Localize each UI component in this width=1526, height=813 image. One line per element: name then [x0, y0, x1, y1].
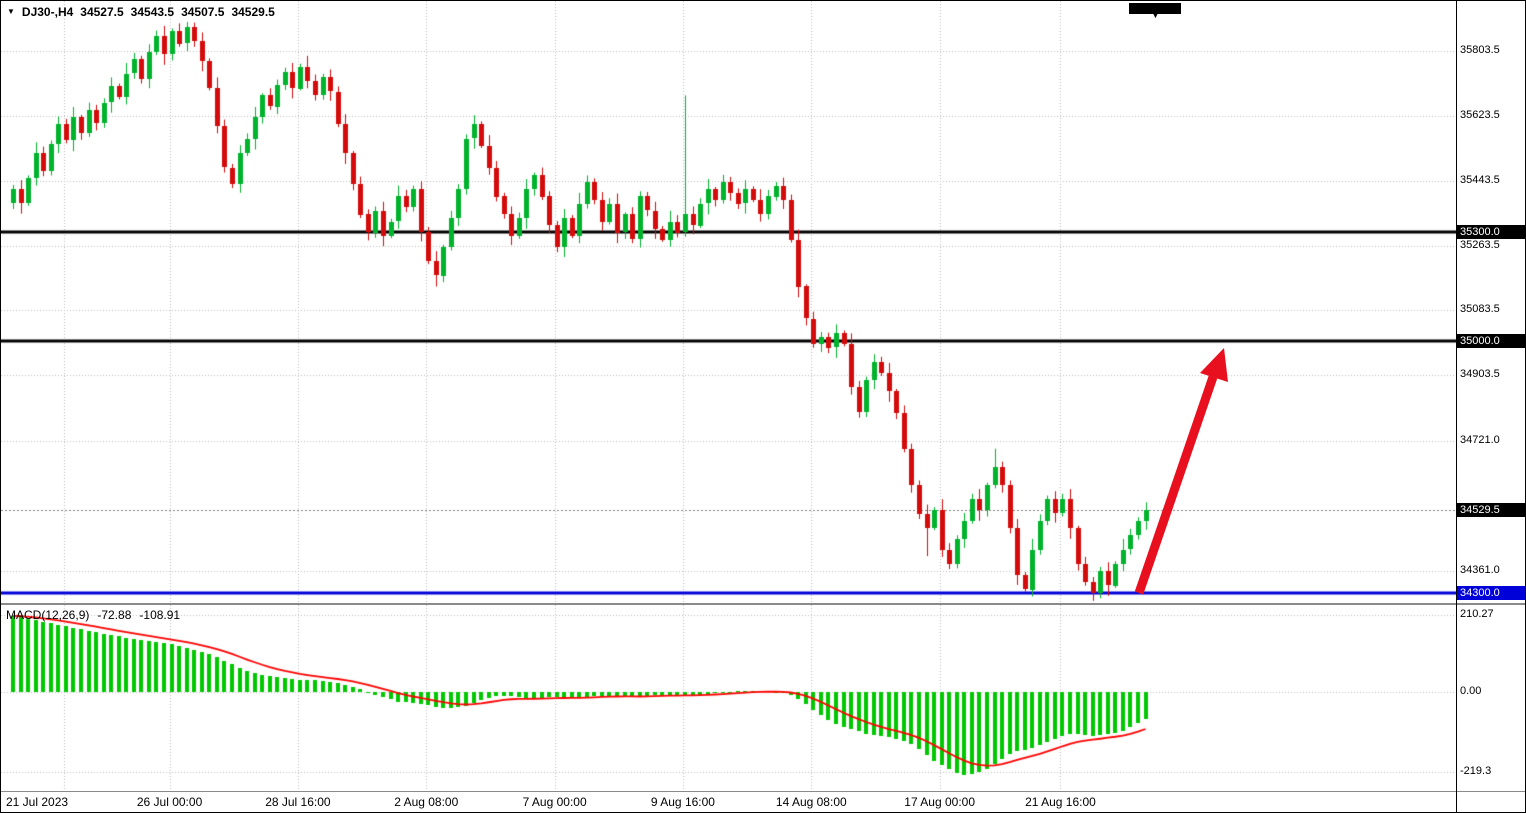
price-axis-label: 34721.0	[1460, 434, 1500, 447]
symbol-timeframe-label: DJ30-,H4	[21, 5, 74, 19]
price-axis-label: 35623.5	[1460, 108, 1500, 121]
price-axis-label: 35263.5	[1460, 238, 1500, 251]
ohlc-open-value: 34527.5	[80, 5, 124, 19]
time-axis-label: 21 Aug 16:00	[1025, 795, 1096, 809]
price-axis-label: 35443.5	[1460, 173, 1500, 186]
price-axis[interactable]: 35803.5 35623.5 35443.5 35263.5 35083.5 34903…	[1457, 1, 1525, 812]
macd-indicator-label: MACD(12,26,9)	[6, 608, 90, 622]
time-axis-label: 21 Jul 2023	[6, 795, 69, 809]
symbol-dropdown-icon[interactable]: ▼	[7, 7, 15, 16]
macd-main-value: -72.88	[97, 608, 132, 622]
ohlc-high-value: 34543.5	[130, 5, 175, 19]
macd-indicator-canvas[interactable]	[1, 605, 1456, 791]
time-axis-label: 14 Aug 08:00	[775, 795, 847, 809]
price-axis-label: 34361.0	[1460, 563, 1500, 576]
time-axis-label: 2 Aug 08:00	[394, 795, 459, 809]
ohlc-low-value: 34507.5	[181, 5, 225, 19]
price-axis-label: 34903.5	[1460, 368, 1500, 381]
price-chart-canvas[interactable]	[1, 1, 1456, 603]
macd-signal-value: -108.91	[139, 608, 181, 622]
time-axis-label: 9 Aug 16:00	[650, 795, 715, 809]
time-axis-separator	[1, 791, 1525, 792]
time-axis[interactable]: 21 Jul 2023 26 Jul 00:00 28 Jul 16:00 2 Aug…	[1, 792, 1525, 812]
time-axis-label: 26 Jul 00:00	[136, 795, 203, 809]
price-level-badge: 34300.0	[1457, 585, 1525, 600]
time-axis-label: 17 Aug 00:00	[904, 795, 976, 809]
time-axis-label: 7 Aug 00:00	[522, 795, 587, 809]
chart-shift-marker-icon[interactable]: ▼	[1151, 10, 1160, 20]
macd-axis-label: -219.3	[1460, 765, 1492, 778]
price-axis-separator	[1456, 1, 1457, 812]
price-level-badge: 35000.0	[1457, 333, 1525, 348]
symbol-ohlc-header: ▼ DJ30-,H4 34527.5 34543.5 34507.5 34529…	[7, 5, 275, 19]
price-level-badge: 35300.0	[1457, 225, 1525, 240]
chart-marker-box	[1129, 3, 1181, 14]
macd-indicator-header: MACD(12,26,9) -72.88 -108.91	[6, 608, 180, 622]
time-axis-label: 28 Jul 16:00	[265, 795, 331, 809]
current-price-badge: 34529.5	[1457, 503, 1525, 518]
pane-separator[interactable]	[1, 603, 1525, 605]
macd-axis-label: 210.27	[1460, 608, 1494, 621]
price-axis-label: 35803.5	[1460, 43, 1500, 56]
price-axis-label: 35083.5	[1460, 303, 1500, 316]
macd-axis-label: 0.00	[1460, 684, 1482, 697]
ohlc-close-value: 34529.5	[231, 5, 275, 19]
